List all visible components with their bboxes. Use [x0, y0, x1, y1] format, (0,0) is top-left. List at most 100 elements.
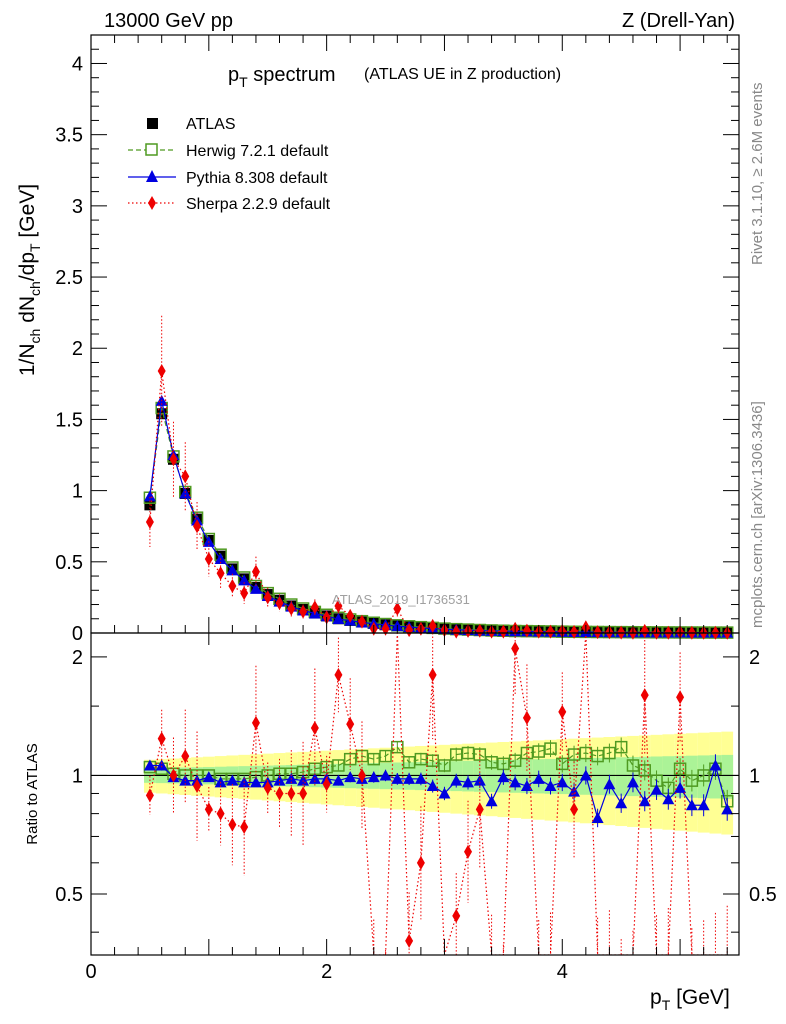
ratio-pythia-point-27 — [462, 776, 475, 788]
ratio-pythia-point-45 — [674, 781, 687, 793]
legend-pythia: Pythia 8.308 default — [128, 170, 328, 187]
ratio-pythia-point-42 — [638, 795, 651, 807]
ratio-pythia-point-31 — [509, 776, 522, 788]
ratio-herwig-point-30 — [497, 757, 510, 771]
x-tick-label-2: 4 — [557, 961, 568, 983]
main-sherpa-point-0 — [145, 514, 154, 529]
legend-atlas-label: ATLAS — [186, 116, 236, 133]
main-pythia-point-16 — [332, 613, 345, 625]
ratio-pythia-point-26 — [450, 774, 463, 786]
ratio-pythia-point-46 — [685, 799, 698, 811]
ratio-pythia-point-1 — [155, 759, 168, 771]
main-y-tick-label-2: 1 — [72, 481, 83, 503]
ratio-pythia-point-39 — [603, 778, 616, 790]
ratio-sherpa-point-36 — [570, 802, 579, 817]
ratio-herwig-point-22 — [402, 756, 416, 769]
main-sherpa-point-24 — [428, 618, 437, 633]
ratio-herwig-point-37 — [579, 746, 593, 760]
ratio-band-green-29 — [485, 760, 498, 793]
main-sherpa-point-38 — [593, 625, 602, 640]
ratio-sherpa-point-5 — [204, 802, 213, 817]
main-y-tick-label-7: 3.5 — [55, 125, 83, 147]
ratio-pythia-point-38 — [591, 811, 604, 823]
ratio-pythia-point-32 — [520, 780, 533, 792]
ratio-band-green-25 — [438, 761, 451, 791]
legend-herwig-label: Herwig 7.2.1 default — [186, 143, 329, 160]
ratio-sherpa-point-12 — [287, 786, 296, 801]
main-sherpa-point-17 — [346, 608, 355, 623]
main-y-tick-label-3: 1.5 — [55, 409, 83, 431]
ratio-herwig-point-41 — [626, 759, 640, 772]
ratio-band-green-34 — [544, 758, 557, 794]
energy-label: 13000 GeV pp — [104, 10, 233, 32]
ratio-y-tick-label-right-1: 1 — [749, 765, 760, 787]
ratio-herwig-point-26 — [449, 748, 463, 761]
ratio-sherpa-point-0 — [145, 788, 154, 803]
legend-atlas: ATLAS — [147, 116, 236, 133]
ratio-sherpa-point-1 — [157, 731, 166, 746]
ratio-sherpa-point-32 — [522, 710, 531, 725]
ratio-pythia-point-48 — [709, 759, 722, 771]
ratio-series-sherpa — [145, 633, 728, 955]
main-sherpa-point-13 — [299, 604, 308, 619]
main-sherpa-point-12 — [287, 601, 296, 616]
x-axis-label: pT [GeV] — [650, 986, 730, 1013]
ratio-pythia-point-24 — [426, 780, 439, 792]
ratio-y-tick-label-right-0: 0.5 — [749, 884, 777, 906]
main-sherpa-point-9 — [251, 564, 260, 579]
ratio-sherpa-point-2 — [169, 768, 178, 783]
ratio-sherpa-point-14 — [310, 720, 319, 735]
ratio-band-green-49 — [721, 754, 734, 799]
ratio-y-tick-label-2: 2 — [72, 647, 83, 669]
ratio-sherpa-point-9 — [251, 715, 260, 730]
main-y-tick-label-4: 2 — [72, 338, 83, 360]
legend-sherpa: Sherpa 2.2.9 default — [128, 196, 331, 213]
plot-title-rest: spectrum — [248, 64, 336, 86]
ratio-sherpa-point-6 — [216, 806, 225, 821]
main-sherpa-point-20 — [381, 621, 390, 636]
ratio-herwig-point-32 — [520, 746, 534, 760]
main-sherpa-point-14 — [310, 600, 319, 615]
main-y-tick-label-5: 2.5 — [55, 267, 83, 289]
ratio-pythia-point-40 — [615, 797, 628, 809]
ratio-herwig-point-39 — [603, 746, 616, 760]
x-tick-label-1: 2 — [321, 961, 332, 983]
ratio-pythia-point-7 — [226, 774, 239, 786]
ratio-herwig-point-16 — [332, 759, 345, 772]
ratio-sherpa-point-15 — [322, 777, 331, 792]
legend-pythia-label: Pythia 8.308 default — [186, 170, 328, 187]
ratio-herwig-point-31 — [508, 754, 522, 767]
ratio-pythia-point-49 — [721, 803, 734, 815]
ratio-band-green-24 — [426, 761, 439, 791]
ratio-pythia-point-41 — [626, 776, 639, 788]
x-tick-label-0: 0 — [85, 961, 96, 983]
ratio-plot-frame — [90, 632, 740, 956]
ratio-herwig-point-21 — [391, 740, 404, 754]
main-sherpa-point-5 — [204, 551, 213, 566]
main-pythia-point-8 — [238, 574, 251, 586]
main-sherpa-point-26 — [452, 624, 461, 639]
ratio-pythia-point-17 — [344, 771, 357, 783]
legend-herwig: Herwig 7.2.1 default — [128, 143, 329, 160]
ratio-herwig-point-23 — [414, 752, 428, 766]
ratio-y-tick-label-0: 0.5 — [55, 884, 83, 906]
main-pythia-point-9 — [249, 582, 262, 594]
ratio-herwig-point-35 — [556, 757, 569, 771]
main-sherpa-point-32 — [522, 623, 531, 638]
ratio-pythia-point-22 — [403, 772, 416, 784]
main-sherpa-point-30 — [499, 624, 508, 639]
ratio-herwig-point-15 — [320, 760, 333, 774]
ratio-pythia-point-16 — [332, 774, 345, 786]
ratio-y-axis-label: Ratio to ATLAS — [24, 743, 41, 844]
ratio-pythia-point-0 — [143, 759, 156, 771]
ratio-herwig-point-24 — [426, 754, 439, 767]
main-sherpa-point-16 — [334, 598, 343, 613]
main-sherpa-point-21 — [393, 601, 402, 616]
main-sherpa-point-18 — [357, 614, 366, 629]
main-sherpa-point-10 — [263, 590, 272, 605]
ratio-herwig-point-29 — [485, 756, 498, 769]
ratio-sherpa-point-11 — [275, 786, 284, 801]
ratio-sherpa-line — [149, 633, 728, 955]
ratio-sherpa-point-17 — [346, 717, 355, 732]
main-y-tick-label-6: 3 — [72, 196, 83, 218]
